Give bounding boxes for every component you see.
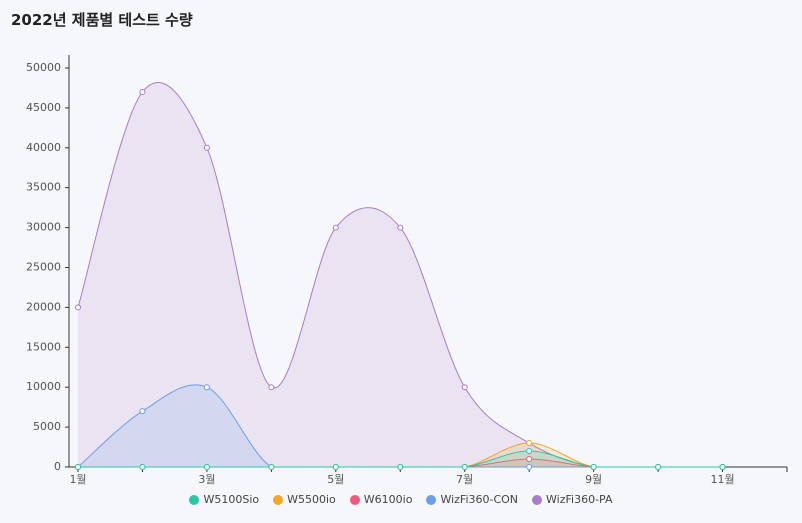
data-point — [526, 456, 533, 463]
y-tick-label: 15000 — [26, 340, 61, 353]
data-point — [139, 464, 146, 470]
x-tick-label: 1월 — [69, 473, 86, 486]
legend-symbol — [426, 494, 437, 505]
data-point — [139, 408, 146, 415]
series-area — [78, 443, 723, 467]
y-tick-label: 50000 — [26, 61, 61, 74]
data-point — [526, 448, 533, 455]
y-tick-label: 35000 — [26, 181, 61, 194]
y-tick-label: 10000 — [26, 380, 61, 393]
x-tick-label: 7월 — [456, 473, 473, 486]
data-point — [590, 464, 597, 470]
data-point — [203, 384, 210, 391]
chart: 0 5000 10000 15000 20000 25000 30000 35000 40000… — [26, 55, 788, 486]
legend: W5100Sio W5500io W6100io WizFi360-CON WizFi3… — [0, 493, 802, 506]
legend-label: W6100io — [363, 493, 413, 506]
data-point — [461, 464, 468, 470]
y-tick-label: 25000 — [26, 261, 61, 274]
legend-item[interactable]: W5100Sio — [189, 493, 259, 506]
legend-item[interactable]: WizFi360-CON — [426, 493, 518, 506]
legend-label: WizFi360-CON — [440, 493, 519, 506]
legend-symbol — [189, 494, 200, 505]
legend-symbol — [273, 494, 284, 505]
legend-label: WizFi360-PA — [546, 493, 613, 506]
data-point — [75, 304, 81, 311]
data-point — [461, 384, 468, 391]
x-tick-label: 9월 — [585, 473, 602, 486]
legend-symbol — [349, 494, 360, 505]
y-tick-label: 40000 — [26, 141, 61, 154]
data-point — [203, 464, 210, 470]
x-tick-label: 11월 — [710, 473, 734, 486]
legend-item[interactable]: WizFi360-PA — [532, 493, 613, 506]
x-tick-label: 5월 — [327, 473, 344, 486]
y-tick-label: 5000 — [33, 420, 61, 433]
data-point — [332, 464, 339, 470]
series-area — [78, 451, 723, 467]
data-point — [397, 224, 404, 231]
data-point — [139, 88, 146, 95]
data-point — [719, 464, 726, 470]
series-area — [78, 384, 723, 467]
y-tick-label: 30000 — [26, 221, 61, 234]
legend-label: W5100Sio — [203, 493, 260, 506]
legend-item[interactable]: W6100io — [349, 493, 413, 506]
data-point — [268, 464, 275, 470]
x-tick-label: 3월 — [198, 473, 215, 486]
legend-item[interactable]: W5500io — [273, 493, 336, 506]
data-point — [75, 464, 81, 470]
legend-label: W5500io — [287, 493, 336, 506]
legend-symbol — [532, 494, 543, 505]
chart-title: 2022년 제품별 테스트 수량 — [11, 11, 193, 29]
data-point — [268, 384, 275, 391]
data-point — [526, 464, 533, 470]
data-point — [526, 440, 533, 447]
series-area — [78, 459, 723, 467]
y-tick-label: 45000 — [26, 101, 61, 114]
series-area — [78, 82, 723, 467]
data-point — [332, 224, 339, 231]
y-tick-label: 0 — [54, 460, 61, 473]
data-point — [397, 464, 404, 470]
data-point — [655, 464, 662, 470]
y-tick-label: 20000 — [26, 300, 61, 313]
data-point — [203, 144, 210, 151]
